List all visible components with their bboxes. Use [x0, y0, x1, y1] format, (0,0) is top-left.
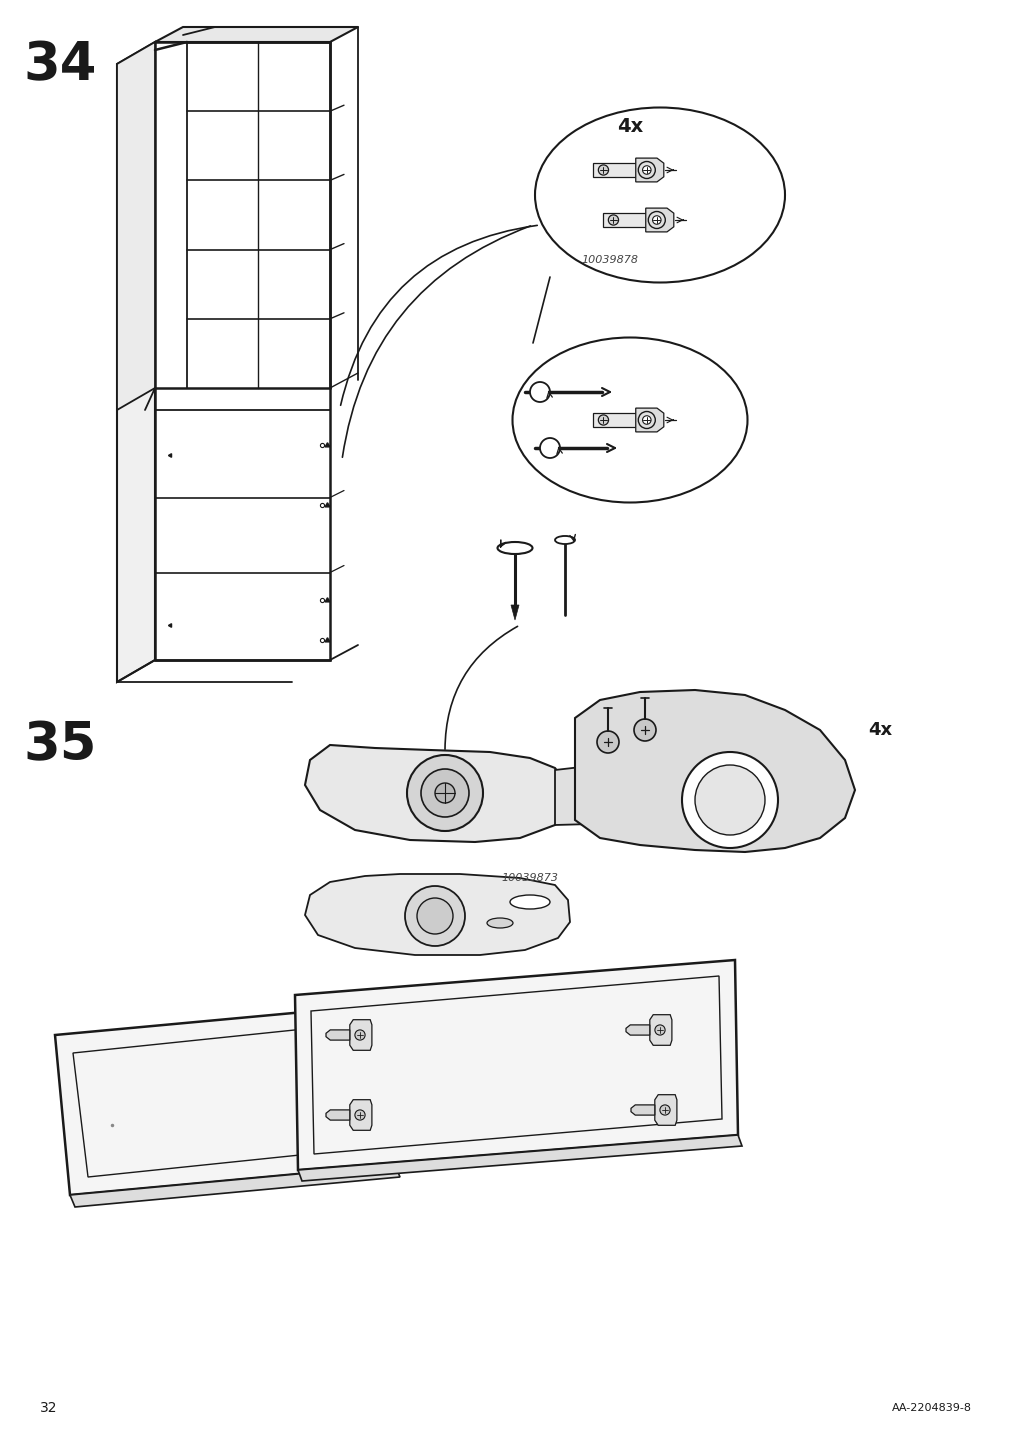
Polygon shape — [304, 745, 569, 842]
Polygon shape — [117, 42, 155, 682]
Polygon shape — [297, 1136, 741, 1181]
Circle shape — [598, 415, 608, 425]
Circle shape — [638, 411, 655, 428]
Circle shape — [659, 1106, 669, 1116]
Polygon shape — [649, 1015, 671, 1045]
Ellipse shape — [554, 536, 574, 544]
Circle shape — [633, 719, 655, 740]
Circle shape — [652, 216, 660, 225]
Circle shape — [596, 730, 619, 753]
Circle shape — [404, 886, 464, 947]
Text: AA-2204839-8: AA-2204839-8 — [891, 1403, 971, 1413]
Circle shape — [435, 783, 455, 803]
Text: 32: 32 — [40, 1400, 58, 1415]
Polygon shape — [635, 408, 663, 432]
Circle shape — [654, 1025, 664, 1035]
Polygon shape — [654, 1094, 676, 1126]
Ellipse shape — [530, 382, 549, 402]
Text: 10039878: 10039878 — [581, 255, 638, 265]
Circle shape — [638, 162, 655, 179]
Polygon shape — [635, 158, 663, 182]
Ellipse shape — [590, 783, 638, 800]
Circle shape — [598, 165, 608, 175]
Polygon shape — [55, 1005, 394, 1194]
Circle shape — [355, 1030, 365, 1040]
Text: 10039873: 10039873 — [501, 874, 558, 884]
Polygon shape — [626, 1025, 649, 1035]
Bar — [649, 778, 679, 806]
Circle shape — [642, 415, 650, 424]
Circle shape — [417, 898, 453, 934]
Text: 4x: 4x — [617, 116, 642, 136]
Polygon shape — [592, 414, 635, 427]
Polygon shape — [70, 1166, 399, 1207]
Ellipse shape — [535, 107, 785, 282]
Polygon shape — [155, 27, 358, 42]
Polygon shape — [554, 758, 712, 825]
Polygon shape — [350, 1020, 371, 1050]
Circle shape — [695, 765, 764, 835]
Polygon shape — [603, 213, 645, 226]
Polygon shape — [631, 1106, 654, 1116]
Polygon shape — [326, 1110, 350, 1120]
Polygon shape — [574, 690, 854, 852]
Text: 4x: 4x — [867, 720, 891, 739]
Circle shape — [406, 755, 482, 831]
Text: 34: 34 — [23, 39, 97, 92]
Polygon shape — [117, 42, 155, 410]
Circle shape — [642, 166, 650, 175]
Text: 35: 35 — [23, 719, 97, 770]
Polygon shape — [295, 959, 737, 1170]
Polygon shape — [511, 604, 519, 620]
Ellipse shape — [486, 918, 513, 928]
Circle shape — [355, 1110, 365, 1120]
Ellipse shape — [512, 338, 747, 503]
Circle shape — [648, 212, 664, 229]
Circle shape — [421, 769, 468, 818]
Ellipse shape — [540, 438, 559, 458]
Polygon shape — [592, 163, 635, 176]
Circle shape — [681, 752, 777, 848]
Polygon shape — [304, 874, 569, 955]
Polygon shape — [645, 208, 673, 232]
Polygon shape — [350, 1100, 371, 1130]
Circle shape — [608, 215, 618, 225]
Ellipse shape — [497, 541, 532, 554]
Polygon shape — [326, 1030, 350, 1040]
Polygon shape — [155, 42, 330, 660]
Ellipse shape — [510, 895, 549, 909]
Circle shape — [662, 783, 680, 800]
